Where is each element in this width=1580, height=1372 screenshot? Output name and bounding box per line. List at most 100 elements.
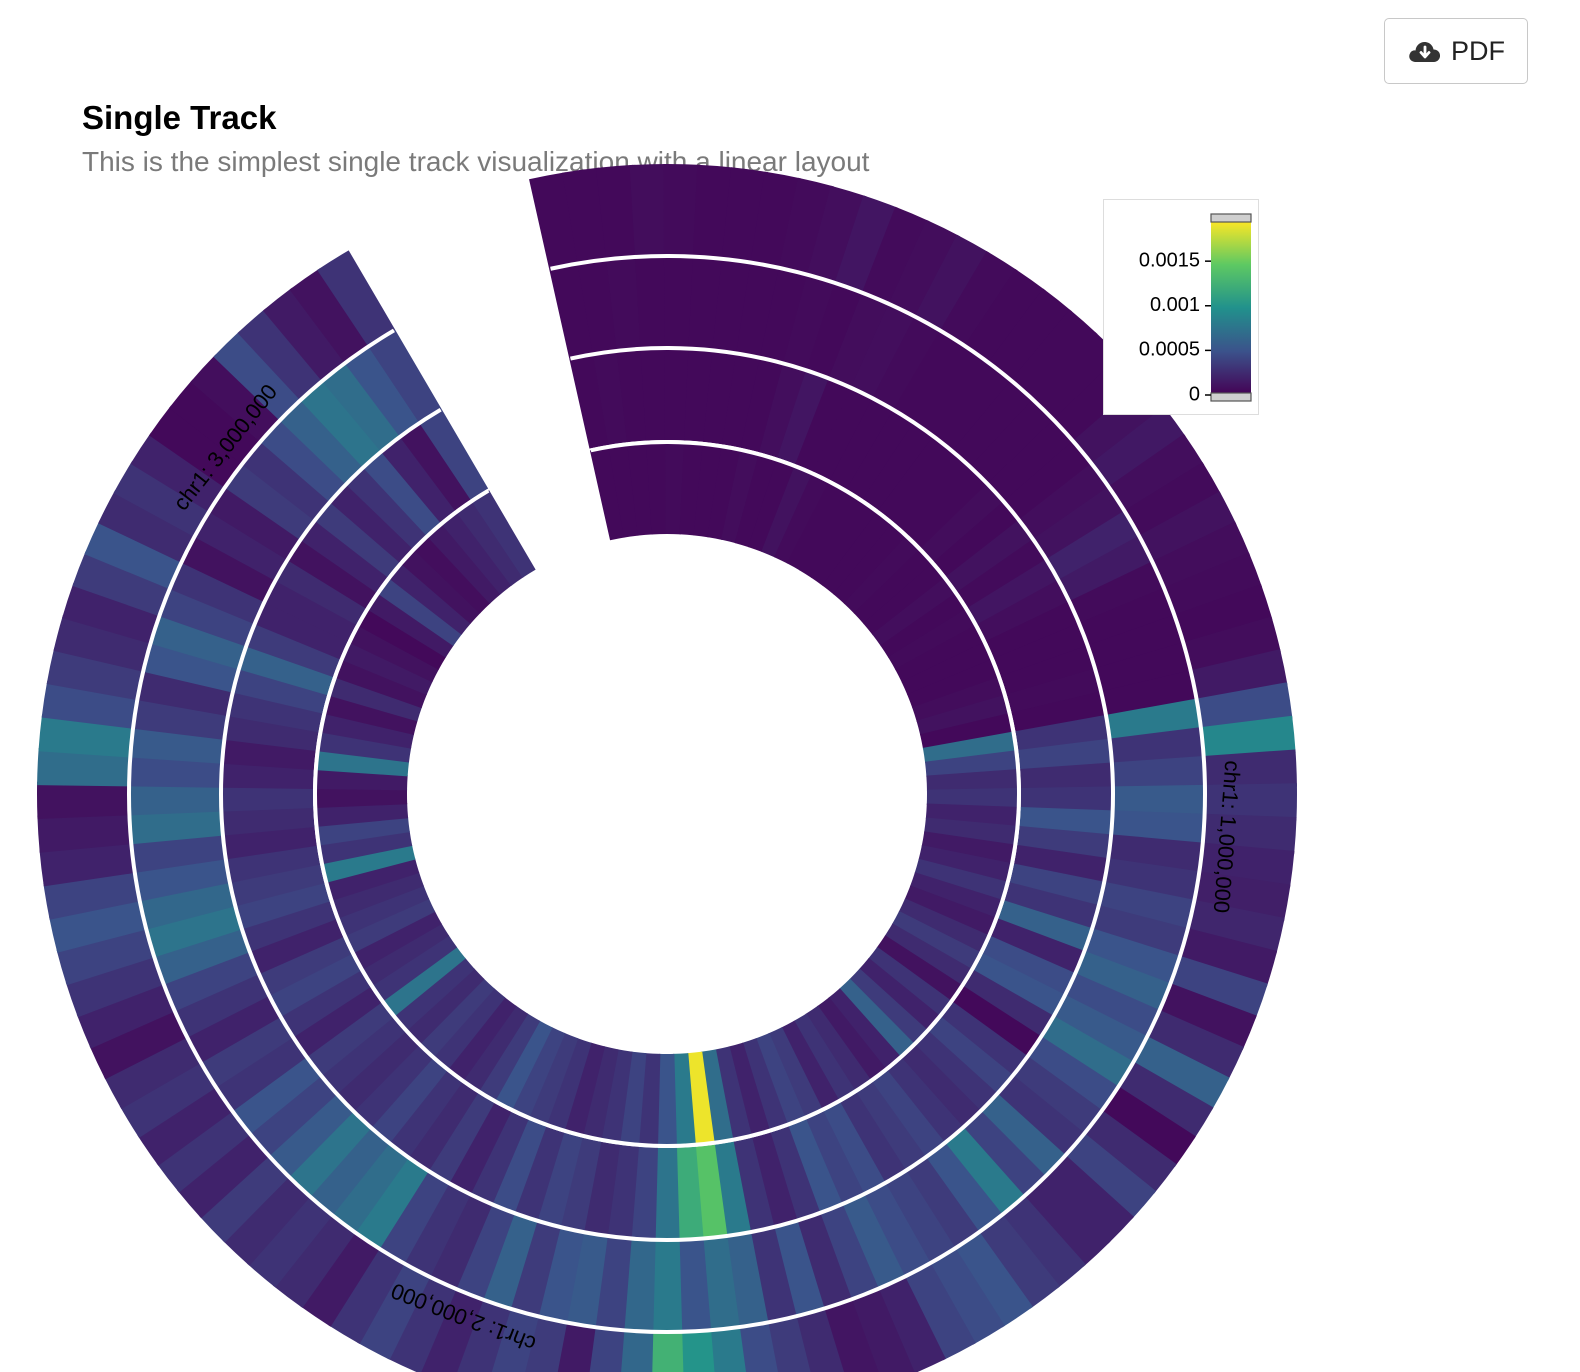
- heatmap-cell[interactable]: [405, 968, 485, 1045]
- heatmap-cell[interactable]: [357, 607, 447, 670]
- heatmap-cell[interactable]: [103, 1035, 202, 1110]
- heatmap-cell[interactable]: [878, 436, 954, 523]
- heatmap-cell[interactable]: [221, 785, 314, 812]
- heatmap-cell[interactable]: [1011, 1056, 1103, 1136]
- heatmap-cell[interactable]: [254, 600, 349, 660]
- heatmap-cell[interactable]: [419, 409, 489, 500]
- heatmap-cell[interactable]: [677, 1238, 712, 1332]
- heatmap-cell[interactable]: [605, 1144, 639, 1239]
- heatmap-cell[interactable]: [650, 1239, 683, 1332]
- heatmap-cell[interactable]: [774, 473, 831, 564]
- heatmap-cell[interactable]: [153, 927, 250, 985]
- heatmap-cell[interactable]: [656, 1053, 677, 1146]
- heatmap-cell[interactable]: [471, 490, 536, 578]
- heatmap-cell[interactable]: [737, 1322, 786, 1372]
- heatmap-cell[interactable]: [914, 858, 1008, 902]
- heatmap-cell[interactable]: [843, 535, 922, 615]
- heatmap-cell[interactable]: [1040, 1015, 1134, 1089]
- heatmap-cell[interactable]: [862, 1182, 931, 1278]
- heatmap-cell[interactable]: [222, 1175, 311, 1266]
- heatmap-cell[interactable]: [967, 559, 1060, 626]
- heatmap-cell[interactable]: [453, 1203, 515, 1300]
- heatmap-cell[interactable]: [810, 500, 879, 587]
- heatmap-cell[interactable]: [838, 978, 915, 1059]
- heatmap-cell[interactable]: [750, 1132, 798, 1228]
- heatmap-cell[interactable]: [902, 1262, 976, 1361]
- heatmap-cell[interactable]: [169, 379, 262, 465]
- heatmap-cell[interactable]: [181, 534, 277, 603]
- heatmap-cell[interactable]: [53, 614, 152, 672]
- heatmap-cell[interactable]: [447, 1102, 512, 1195]
- heatmap-cell[interactable]: [577, 259, 619, 355]
- heatmap-cell[interactable]: [1098, 881, 1195, 931]
- heatmap-cell[interactable]: [98, 490, 196, 563]
- heatmap-cell[interactable]: [344, 897, 436, 954]
- heatmap-cell[interactable]: [740, 357, 786, 453]
- heatmap-cell[interactable]: [400, 548, 481, 624]
- heatmap-cell[interactable]: [953, 1231, 1033, 1328]
- heatmap-cell[interactable]: [334, 658, 428, 709]
- heatmap-cell[interactable]: [637, 1053, 661, 1146]
- heatmap-cell[interactable]: [912, 676, 1006, 722]
- heatmap-cell[interactable]: [1138, 491, 1237, 564]
- heatmap-cell[interactable]: [222, 737, 316, 770]
- heatmap-cell[interactable]: [855, 1082, 927, 1172]
- heatmap-cell[interactable]: [169, 560, 266, 625]
- heatmap-cell[interactable]: [708, 1327, 752, 1372]
- heatmap-cell[interactable]: [1000, 645, 1096, 696]
- heatmap-cell[interactable]: [663, 256, 696, 349]
- heatmap-cell[interactable]: [510, 1026, 566, 1118]
- heatmap-cell[interactable]: [673, 1053, 696, 1146]
- heatmap-cell[interactable]: [1146, 1010, 1244, 1081]
- heatmap-cell[interactable]: [940, 1002, 1028, 1077]
- heatmap-cell[interactable]: [721, 449, 761, 544]
- heatmap-cell[interactable]: [862, 422, 936, 512]
- heatmap-cell[interactable]: [606, 256, 643, 351]
- heatmap-cell[interactable]: [279, 398, 365, 485]
- heatmap-cell[interactable]: [222, 825, 317, 860]
- heatmap-cell[interactable]: [993, 623, 1089, 678]
- heatmap-cell[interactable]: [863, 562, 946, 636]
- heatmap-cell[interactable]: [595, 164, 638, 260]
- heatmap-cell[interactable]: [675, 1146, 704, 1240]
- heatmap-cell[interactable]: [952, 986, 1042, 1059]
- heatmap-cell[interactable]: [449, 1298, 511, 1372]
- heatmap-cell[interactable]: [886, 1058, 964, 1145]
- heatmap-cell[interactable]: [344, 345, 422, 437]
- heatmap-cell[interactable]: [137, 669, 234, 717]
- heatmap-cell[interactable]: [806, 282, 865, 380]
- heatmap-cell[interactable]: [150, 613, 247, 670]
- heatmap-cell[interactable]: [315, 749, 410, 777]
- heatmap-cell[interactable]: [1117, 1061, 1214, 1140]
- heatmap-cell[interactable]: [221, 806, 315, 836]
- heatmap-cell[interactable]: [926, 788, 1019, 809]
- heatmap-cell[interactable]: [149, 405, 244, 488]
- heatmap-cell[interactable]: [564, 1231, 608, 1328]
- heatmap-cell[interactable]: [952, 380, 1035, 469]
- heatmap-cell[interactable]: [1174, 584, 1273, 645]
- heatmap-cell[interactable]: [872, 316, 943, 411]
- heatmap-cell[interactable]: [224, 713, 319, 752]
- heatmap-cell[interactable]: [427, 1193, 493, 1290]
- heatmap-cell[interactable]: [1193, 871, 1291, 922]
- heatmap-cell[interactable]: [493, 1020, 553, 1111]
- heatmap-cell[interactable]: [916, 694, 1010, 736]
- heatmap-cell[interactable]: [1046, 510, 1141, 582]
- heatmap-cell[interactable]: [693, 443, 724, 538]
- heatmap-cell[interactable]: [324, 693, 418, 735]
- heatmap-cell[interactable]: [369, 1057, 447, 1144]
- heatmap-cell[interactable]: [387, 1070, 463, 1158]
- heatmap-cell[interactable]: [1108, 834, 1203, 875]
- heatmap-cell[interactable]: [804, 1111, 865, 1205]
- heatmap-cell[interactable]: [287, 1109, 372, 1197]
- heatmap-cell[interactable]: [1083, 928, 1181, 986]
- heatmap-cell[interactable]: [640, 348, 667, 441]
- heatmap-cell[interactable]: [1100, 1086, 1196, 1167]
- heatmap-cell[interactable]: [926, 769, 1019, 791]
- heatmap-cell[interactable]: [895, 624, 986, 683]
- heatmap-cell[interactable]: [275, 558, 367, 625]
- heatmap-cell[interactable]: [970, 399, 1056, 486]
- heatmap-cell[interactable]: [1196, 682, 1293, 730]
- heatmap-cell[interactable]: [129, 809, 223, 845]
- heatmap-cell[interactable]: [977, 1214, 1061, 1309]
